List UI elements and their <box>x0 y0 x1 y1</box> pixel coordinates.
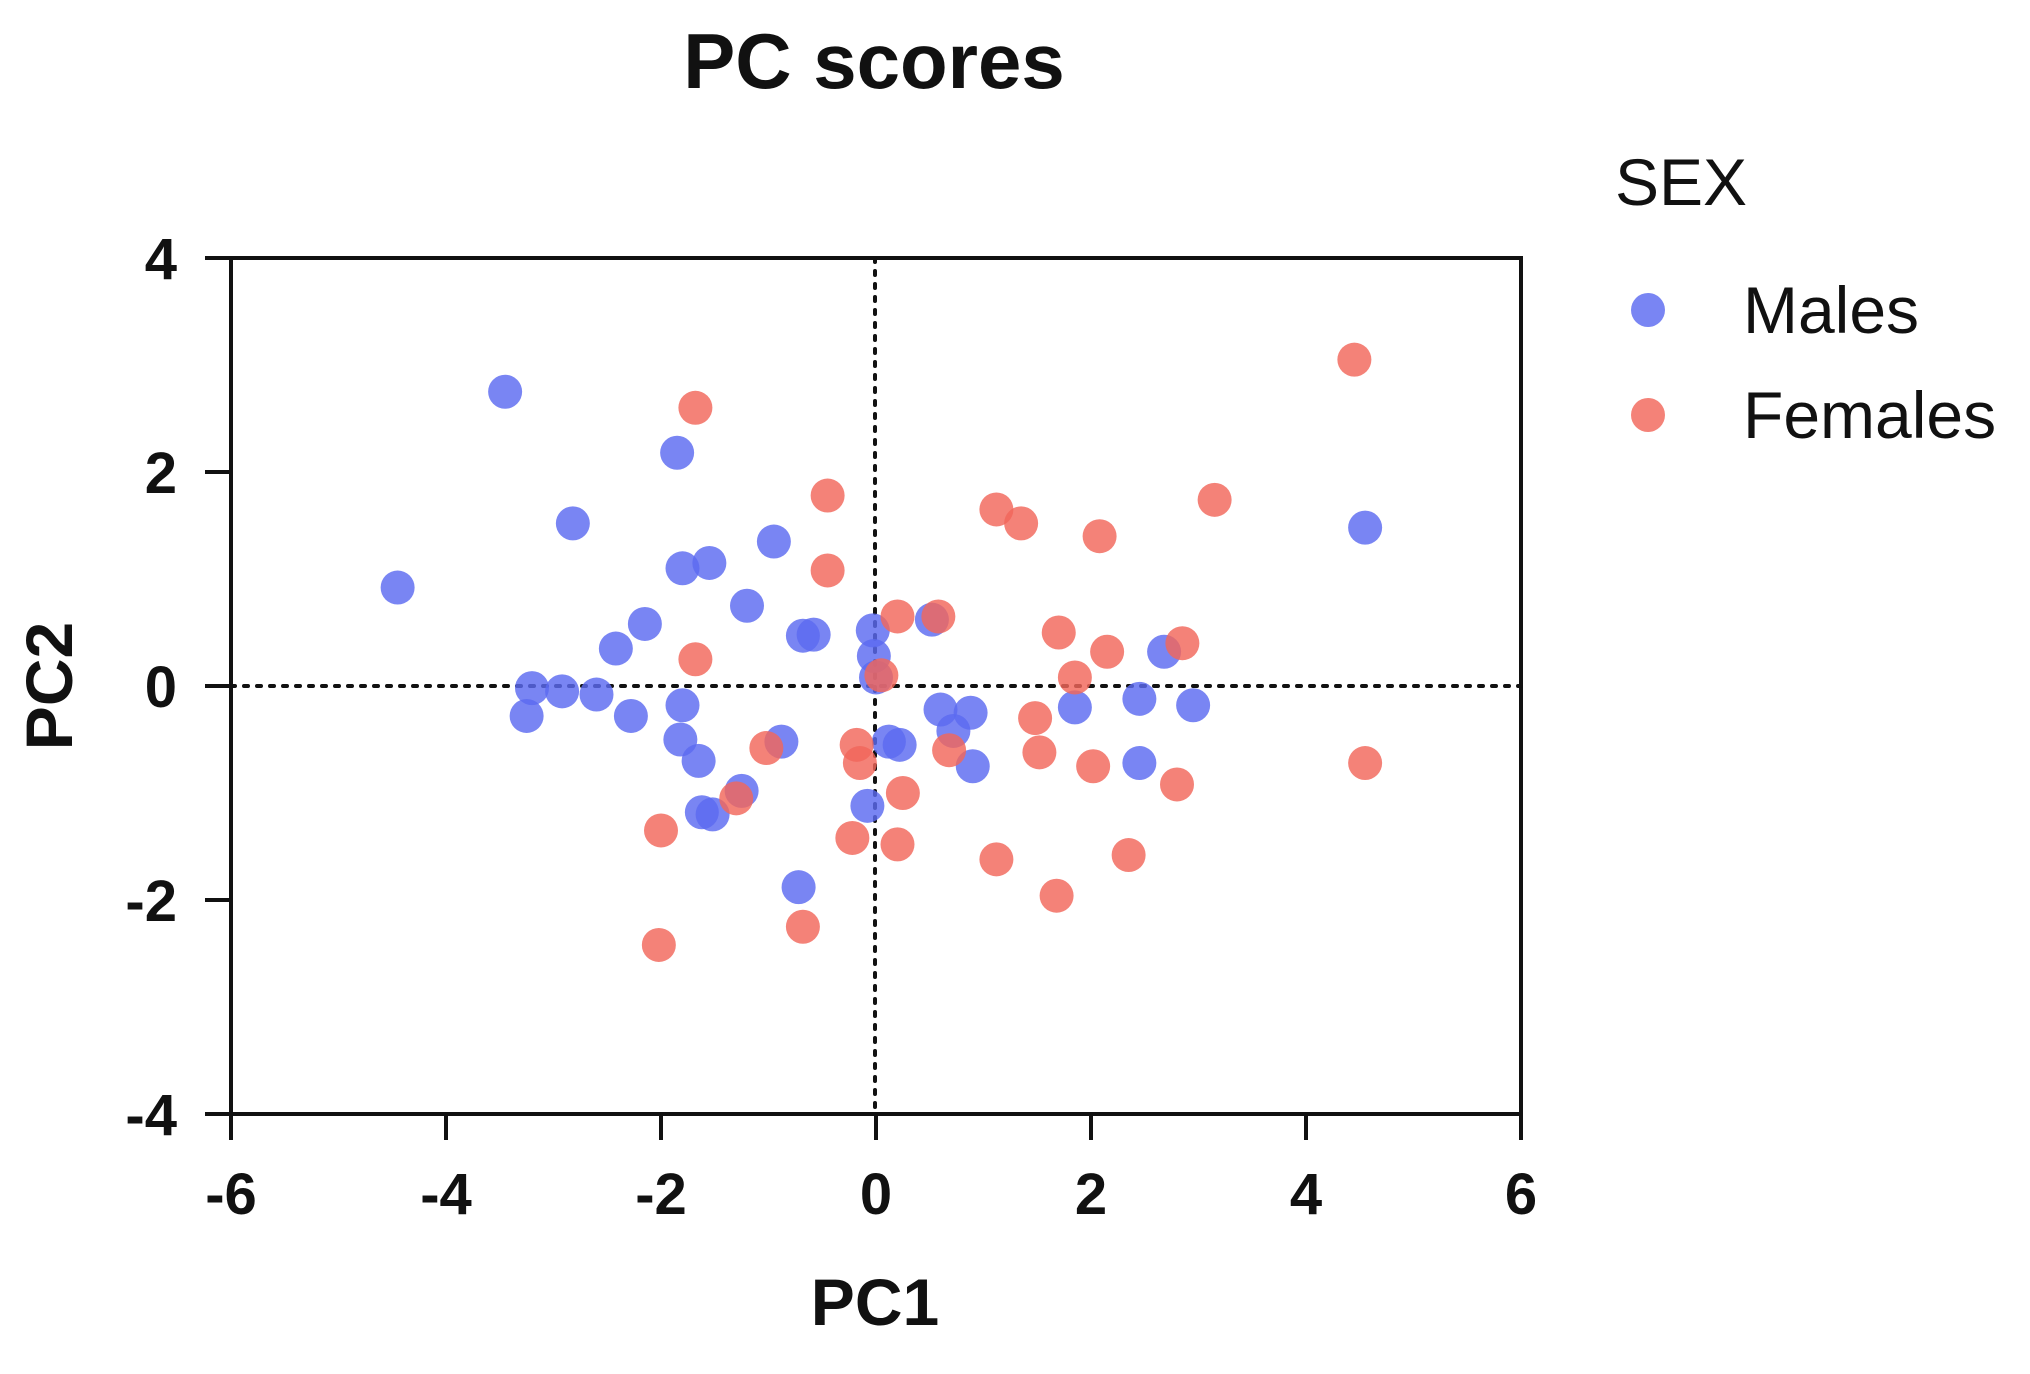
data-point-males <box>613 698 648 733</box>
data-point-females <box>880 599 915 634</box>
x-axis-label: PC1 <box>811 1265 939 1339</box>
data-point-females <box>864 658 899 693</box>
data-point-males <box>627 606 662 641</box>
legend-title: SEX <box>1615 145 1747 219</box>
data-point-females <box>1039 878 1074 913</box>
legend-label-males: Males <box>1743 273 1919 347</box>
y-axis-ticks: -4 -2 0 2 4 <box>125 227 231 1148</box>
data-point-males <box>1057 690 1092 725</box>
data-point-males <box>730 588 764 623</box>
series-males <box>380 374 1383 905</box>
data-point-females <box>1337 342 1372 377</box>
legend: SEX Males Females <box>1615 145 1996 452</box>
y-tick-label: 0 <box>145 655 177 720</box>
data-point-males <box>545 674 580 709</box>
data-point-males <box>488 374 523 409</box>
data-point-females <box>719 781 754 816</box>
data-point-females <box>678 390 713 425</box>
data-point-females <box>1160 767 1194 802</box>
legend-marker-males <box>1631 293 1665 327</box>
data-point-females <box>641 927 676 962</box>
data-point-males <box>598 631 633 666</box>
data-point-females <box>644 813 678 848</box>
data-point-males <box>1348 510 1383 545</box>
x-tick-label: -4 <box>420 1162 472 1227</box>
data-point-females <box>1022 735 1057 770</box>
data-point-females <box>1082 519 1117 554</box>
data-point-males <box>1122 681 1157 716</box>
data-point-females <box>1004 506 1039 541</box>
data-point-females <box>921 599 956 634</box>
data-point-males <box>681 743 716 778</box>
data-points <box>380 342 1383 962</box>
y-tick-label: -2 <box>125 869 177 934</box>
data-point-males <box>380 570 415 605</box>
data-point-males <box>665 551 700 586</box>
data-point-females <box>678 642 713 677</box>
data-point-females <box>1090 634 1125 669</box>
x-tick-label: 4 <box>1290 1162 1322 1227</box>
legend-label-females: Females <box>1743 378 1996 452</box>
data-point-males <box>1122 746 1157 781</box>
data-point-females <box>1041 615 1076 650</box>
data-point-males <box>509 698 544 733</box>
data-point-males <box>555 506 590 541</box>
legend-items: Males Females <box>1631 273 1996 452</box>
data-point-males <box>796 617 831 652</box>
data-point-males <box>515 671 549 706</box>
data-point-males <box>692 545 727 580</box>
x-tick-label: 0 <box>860 1162 892 1227</box>
y-axis-label: PC2 <box>12 622 86 750</box>
y-tick-label: -4 <box>125 1083 177 1148</box>
data-point-males <box>850 788 885 823</box>
data-point-females <box>810 553 845 588</box>
x-tick-label: 2 <box>1075 1162 1107 1227</box>
y-tick-label: 2 <box>145 441 177 506</box>
data-point-females <box>1165 626 1200 661</box>
data-point-males <box>579 677 614 712</box>
data-point-females <box>749 731 784 766</box>
data-point-females <box>932 733 967 768</box>
data-point-females <box>885 776 920 810</box>
data-point-males <box>882 727 917 762</box>
data-point-males <box>953 695 988 730</box>
data-point-females <box>1111 838 1146 873</box>
data-point-females <box>1197 482 1232 517</box>
data-point-males <box>665 688 700 723</box>
data-point-females <box>842 746 877 781</box>
data-point-females <box>1057 660 1092 695</box>
x-axis-ticks: -6 -4 -2 0 2 4 6 <box>205 1114 1537 1227</box>
x-tick-label: -6 <box>205 1162 257 1227</box>
chart-title: PC scores <box>683 17 1065 105</box>
legend-marker-females <box>1631 398 1665 432</box>
x-tick-label: 6 <box>1505 1162 1537 1227</box>
data-point-males <box>1176 688 1211 723</box>
data-point-females <box>810 478 845 513</box>
series-females <box>641 342 1383 962</box>
data-point-females <box>785 909 820 944</box>
data-point-females <box>979 842 1014 877</box>
data-point-females <box>979 492 1014 527</box>
data-point-males <box>781 870 816 905</box>
data-point-males <box>756 524 791 559</box>
x-tick-label: -2 <box>635 1162 687 1227</box>
data-point-females <box>1348 746 1383 781</box>
data-point-females <box>880 827 915 862</box>
data-point-females <box>835 820 870 855</box>
y-tick-label: 4 <box>145 227 177 292</box>
data-point-females <box>1076 749 1111 784</box>
data-point-males <box>855 613 890 648</box>
data-point-females <box>1018 701 1053 736</box>
data-point-males <box>660 435 695 470</box>
